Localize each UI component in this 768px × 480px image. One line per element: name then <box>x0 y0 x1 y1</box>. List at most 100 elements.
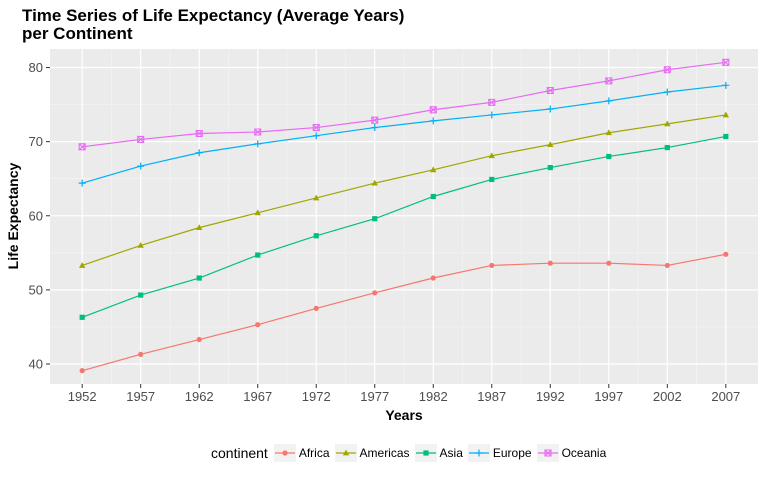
data-point-africa <box>196 336 202 343</box>
data-point-asia <box>313 233 319 239</box>
data-point-europe <box>312 132 320 140</box>
y-axis-label: Life Expectancy <box>5 162 21 270</box>
legend-title: continent <box>211 445 268 461</box>
data-point-americas <box>430 166 437 173</box>
data-point-europe <box>663 88 671 96</box>
data-point-europe <box>137 162 145 170</box>
data-point-asia <box>196 275 202 281</box>
legend-key-asia <box>414 444 437 462</box>
data-point-americas <box>605 129 612 136</box>
data-point-oceania <box>605 77 613 85</box>
data-point-asia <box>255 252 261 258</box>
data-point-oceania <box>663 66 671 74</box>
data-point-americas <box>664 120 671 127</box>
data-point-europe <box>195 149 203 157</box>
legend-key-africa <box>273 444 296 462</box>
legend-key-europe <box>467 444 490 462</box>
legend-item-asia: Asia <box>414 444 463 462</box>
legend-label-europe: Europe <box>492 446 532 460</box>
data-point-europe <box>429 117 437 125</box>
data-point-asia <box>79 314 85 320</box>
data-point-oceania <box>195 129 203 138</box>
data-point-americas <box>196 224 203 231</box>
data-point-oceania <box>137 135 145 143</box>
legend-item-americas: Americas <box>334 444 410 462</box>
data-point-europe <box>605 97 613 105</box>
data-point-asia <box>489 176 495 183</box>
data-point-oceania <box>722 58 730 66</box>
data-point-africa <box>313 305 319 312</box>
data-point-oceania <box>488 98 496 106</box>
data-point-asia <box>372 216 378 222</box>
data-point-oceania <box>371 116 379 124</box>
data-point-africa <box>489 262 495 269</box>
data-point-americas <box>722 111 730 118</box>
data-point-asia <box>547 164 553 171</box>
x-tick-label: 2002 <box>653 389 682 404</box>
data-point-africa <box>547 260 553 266</box>
legend: continent Africa Americas Asia Europe Oceani… <box>211 444 611 462</box>
x-axis-label: Years <box>385 407 423 423</box>
data-point-asia <box>430 193 436 200</box>
data-point-americas <box>371 179 378 186</box>
legend-label-africa: Africa <box>298 446 330 460</box>
data-point-africa <box>430 275 436 281</box>
data-point-africa <box>138 351 144 357</box>
y-tick-label: 40 <box>29 356 43 371</box>
data-point-americas <box>488 152 495 159</box>
data-point-asia <box>138 292 144 298</box>
data-point-americas <box>313 194 320 201</box>
y-tick-label: 60 <box>29 208 43 223</box>
x-tick-label: 1987 <box>477 389 506 404</box>
x-tick-label: 1972 <box>302 389 331 404</box>
data-point-europe <box>254 140 262 148</box>
x-tick-label: 1977 <box>360 389 389 404</box>
legend-key-oceania <box>536 444 559 462</box>
x-tick-label: 1957 <box>126 389 155 404</box>
legend-item-africa: Africa <box>273 444 330 462</box>
x-tick-label: 1967 <box>243 389 272 404</box>
x-tick-label: 1962 <box>185 389 214 404</box>
legend-label-oceania: Oceania <box>561 446 607 460</box>
chart-title: Time Series of Life Expectancy (Average … <box>22 6 405 43</box>
legend-label-americas: Americas <box>359 446 410 460</box>
legend-key-americas <box>334 444 357 462</box>
data-point-africa <box>372 290 378 296</box>
data-point-africa <box>664 262 670 269</box>
data-point-americas <box>78 262 86 268</box>
data-point-europe <box>546 105 554 113</box>
data-point-americas <box>137 242 144 248</box>
data-point-europe <box>722 81 730 89</box>
y-tick-label: 50 <box>29 282 43 297</box>
data-point-oceania <box>429 106 437 114</box>
series-line-oceania <box>82 61 726 148</box>
legend-label-asia: Asia <box>439 446 463 460</box>
data-point-asia <box>723 133 729 140</box>
data-point-africa <box>723 251 729 257</box>
data-point-europe <box>78 179 86 187</box>
data-point-oceania <box>78 143 86 151</box>
series-line-americas <box>81 114 726 266</box>
data-point-europe <box>488 111 496 119</box>
x-tick-label: 1997 <box>594 389 623 404</box>
series-line-europe <box>82 84 726 184</box>
data-point-oceania <box>254 128 262 136</box>
legend-item-europe: Europe <box>467 444 532 462</box>
data-point-americas <box>254 209 261 216</box>
data-point-europe <box>371 124 379 132</box>
y-tick-label: 80 <box>29 60 43 75</box>
data-point-americas <box>547 141 554 148</box>
x-tick-label: 1952 <box>68 389 97 404</box>
data-point-oceania <box>312 124 320 132</box>
data-point-africa <box>255 322 261 328</box>
data-point-africa <box>606 260 612 266</box>
y-tick-label: 70 <box>29 134 43 149</box>
x-tick-label: 1982 <box>419 389 448 404</box>
series-line-asia <box>81 135 726 318</box>
x-tick-label: 2007 <box>711 389 740 404</box>
data-point-asia <box>664 144 670 151</box>
legend-item-oceania: Oceania <box>536 444 607 462</box>
data-point-asia <box>606 153 612 160</box>
x-tick-label: 1992 <box>536 389 565 404</box>
